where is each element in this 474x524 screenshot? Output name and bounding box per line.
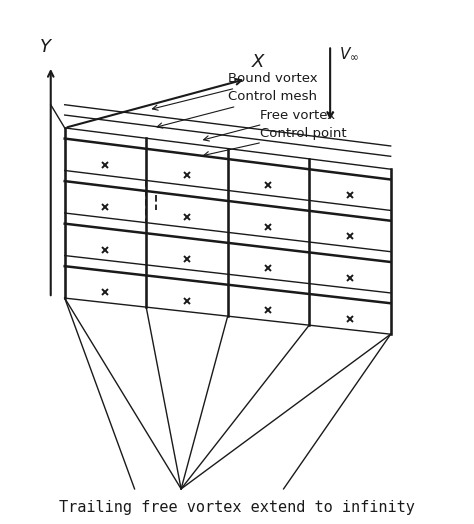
Text: Control mesh: Control mesh [157,91,317,128]
Text: $Y$: $Y$ [39,38,53,56]
Text: $V_{\infty}$: $V_{\infty}$ [339,46,360,62]
Text: Control point: Control point [204,127,347,157]
Text: Free vortex: Free vortex [204,108,336,141]
Text: Bound vortex: Bound vortex [153,72,317,110]
Text: Trailing free vortex extend to infinity: Trailing free vortex extend to infinity [59,500,415,515]
Text: $X$: $X$ [251,53,266,71]
